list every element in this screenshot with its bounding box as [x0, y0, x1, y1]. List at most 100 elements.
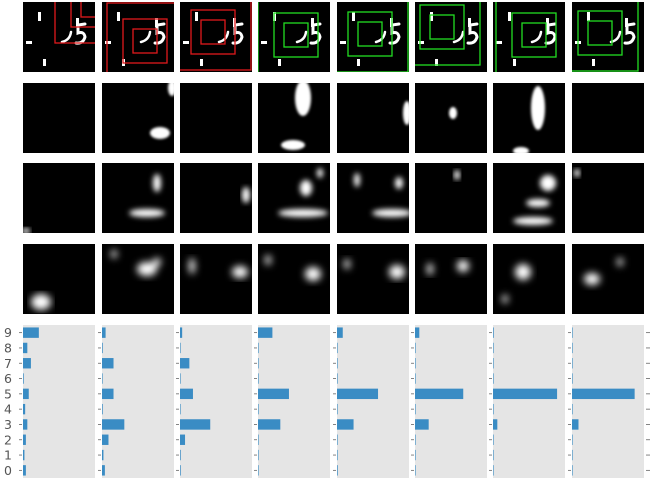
glimpse-patch-large	[258, 244, 330, 314]
patch-stroke	[295, 83, 311, 116]
probability-bar	[572, 373, 573, 384]
bar-panel-background	[572, 325, 644, 478]
class-tick-label: 6	[4, 371, 12, 386]
patch-stroke	[454, 170, 460, 180]
patch-stroke	[153, 174, 161, 192]
patch-strokes	[354, 173, 409, 217]
probability-bar	[180, 373, 181, 384]
digit-five	[388, 22, 401, 45]
glimpse-patch-small	[258, 83, 330, 153]
class-tick-label: 5	[4, 386, 12, 401]
patch-stroke	[389, 265, 405, 279]
glimpse-patch-row-medium	[23, 163, 644, 233]
probability-bar	[415, 342, 416, 354]
patch-strokes	[344, 259, 405, 279]
glimpse-box-medium	[70, 2, 95, 28]
glimpse-box-large	[495, 2, 497, 72]
probability-bar	[23, 388, 29, 400]
probability-bar	[337, 403, 338, 415]
input-image-background	[493, 2, 565, 72]
patch-strokes	[111, 250, 161, 276]
probability-bar	[102, 388, 114, 400]
digit-stroke	[76, 18, 79, 27]
digit-stroke	[278, 59, 281, 66]
class-probability-chart	[98, 325, 174, 478]
bar-panel-background	[415, 325, 487, 478]
glimpse-patch-large	[493, 244, 565, 314]
digit-stroke	[38, 12, 41, 21]
probability-bar	[415, 373, 416, 384]
digit-stroke	[418, 41, 424, 44]
patch-stroke	[281, 140, 305, 150]
patch-stroke	[242, 187, 250, 203]
patch-stroke	[300, 180, 312, 196]
probability-bar	[572, 403, 573, 415]
input-image-background	[415, 2, 487, 72]
class-tick-label: 9	[4, 325, 12, 340]
probability-bar	[258, 419, 281, 430]
bar-panel-background	[102, 325, 174, 478]
digit-five	[466, 22, 479, 45]
patch-stroke	[189, 258, 195, 274]
glimpse-box-medium	[511, 12, 557, 58]
input-image-tile	[493, 2, 565, 72]
digit-stroke	[430, 12, 433, 21]
glimpse-patch-small	[337, 83, 409, 153]
input-image-tile	[23, 2, 95, 72]
patch-background	[180, 163, 252, 233]
patch-background	[258, 244, 330, 314]
patch-strokes	[281, 83, 311, 150]
glimpse-box-small	[521, 22, 547, 48]
patch-stroke	[513, 147, 529, 153]
digit-stroke	[508, 12, 511, 21]
patch-stroke	[395, 177, 403, 189]
probability-bar	[415, 419, 429, 430]
patch-stroke	[513, 217, 553, 225]
probability-bar	[102, 434, 109, 445]
glimpse-patch-small	[572, 83, 644, 153]
glimpse-patch-small	[102, 83, 174, 153]
glimpse-box-medium	[347, 11, 393, 57]
probability-bar	[102, 403, 103, 415]
digit-scribble	[452, 30, 465, 44]
patch-stroke	[168, 83, 174, 96]
glimpse-patch-large	[102, 244, 174, 314]
glimpse-patch-small	[180, 83, 252, 153]
bar-panel-background	[493, 325, 565, 478]
patch-stroke	[150, 127, 170, 139]
probability-bar	[337, 358, 338, 369]
glimpse-patch-small	[493, 83, 565, 153]
patch-stroke	[129, 209, 165, 217]
probability-bar	[23, 419, 28, 430]
digit-five	[153, 22, 166, 45]
patch-background	[23, 83, 95, 153]
digit-stroke	[261, 41, 267, 44]
probability-bar	[258, 403, 259, 415]
digit-stroke	[117, 12, 120, 21]
patch-stroke	[153, 258, 161, 266]
digit-five	[231, 22, 244, 45]
probability-bar	[23, 342, 28, 354]
glimpse-patch-medium	[337, 163, 409, 233]
patch-stroke	[574, 169, 580, 177]
glimpse-patch-large	[572, 244, 644, 314]
glimpse-box-medium	[419, 4, 465, 50]
patch-strokes	[449, 107, 457, 119]
glimpse-box-medium	[190, 9, 236, 55]
probability-bar	[493, 373, 494, 384]
probability-bar	[493, 403, 494, 415]
glimpse-boxes	[54, 2, 95, 44]
digit-scribble	[295, 30, 308, 44]
patch-stroke	[31, 294, 51, 310]
digit-scribble	[60, 30, 73, 44]
probability-bar	[102, 358, 114, 369]
digit-stroke	[592, 59, 595, 66]
probability-bar	[23, 327, 39, 338]
glimpse-box-small	[587, 20, 613, 46]
probability-bar	[180, 449, 181, 461]
probability-bar	[102, 327, 106, 338]
probability-bar	[572, 388, 635, 400]
glimpse-patch-medium	[572, 163, 644, 233]
patch-background	[415, 163, 487, 233]
class-probability-chart	[568, 325, 644, 478]
